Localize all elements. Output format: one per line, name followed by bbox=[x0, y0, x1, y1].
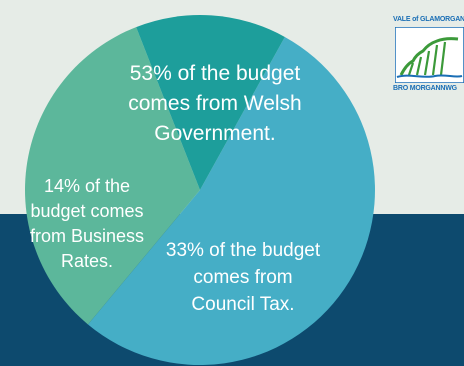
logo-top-text: VALE of GLAMORGAN bbox=[393, 16, 464, 23]
pie-slice-council-tax bbox=[25, 27, 201, 325]
slice-label-council-tax: 33% of the budget comes from Council Tax. bbox=[166, 240, 321, 315]
slice-label-welsh-government: 53% of the budget comes from Welsh Governm… bbox=[128, 62, 302, 145]
pie-slice-welsh-government bbox=[87, 36, 375, 365]
slice-label-line: 33% of the budget bbox=[166, 240, 321, 261]
slice-label-line: 14% of the bbox=[44, 176, 130, 196]
slice-label-line: comes from Welsh bbox=[128, 92, 302, 115]
logo-bottom-text: BRO MORGANNWG bbox=[393, 85, 457, 92]
pie-slices bbox=[25, 15, 375, 365]
pie-slice-business-rates bbox=[136, 15, 285, 190]
slice-label-line: 53% of the budget bbox=[130, 62, 301, 85]
slice-label-line: Rates. bbox=[61, 251, 113, 271]
coastline-cliffs-icon bbox=[395, 27, 464, 83]
pie-labels: 53% of the budget comes from Welsh Governm… bbox=[30, 62, 321, 315]
slice-label-line: Council Tax. bbox=[191, 294, 294, 315]
slice-label-line: Government. bbox=[154, 122, 275, 145]
slice-label-business-rates: 14% of the budget comes from Business Rates… bbox=[30, 176, 144, 271]
slice-label-line: comes from bbox=[193, 267, 292, 288]
slice-label-line: budget comes bbox=[30, 201, 143, 221]
vale-of-glamorgan-logo: VALE of GLAMORGAN BRO MORGANNWG bbox=[393, 14, 464, 94]
slice-label-line: from Business bbox=[30, 226, 144, 246]
